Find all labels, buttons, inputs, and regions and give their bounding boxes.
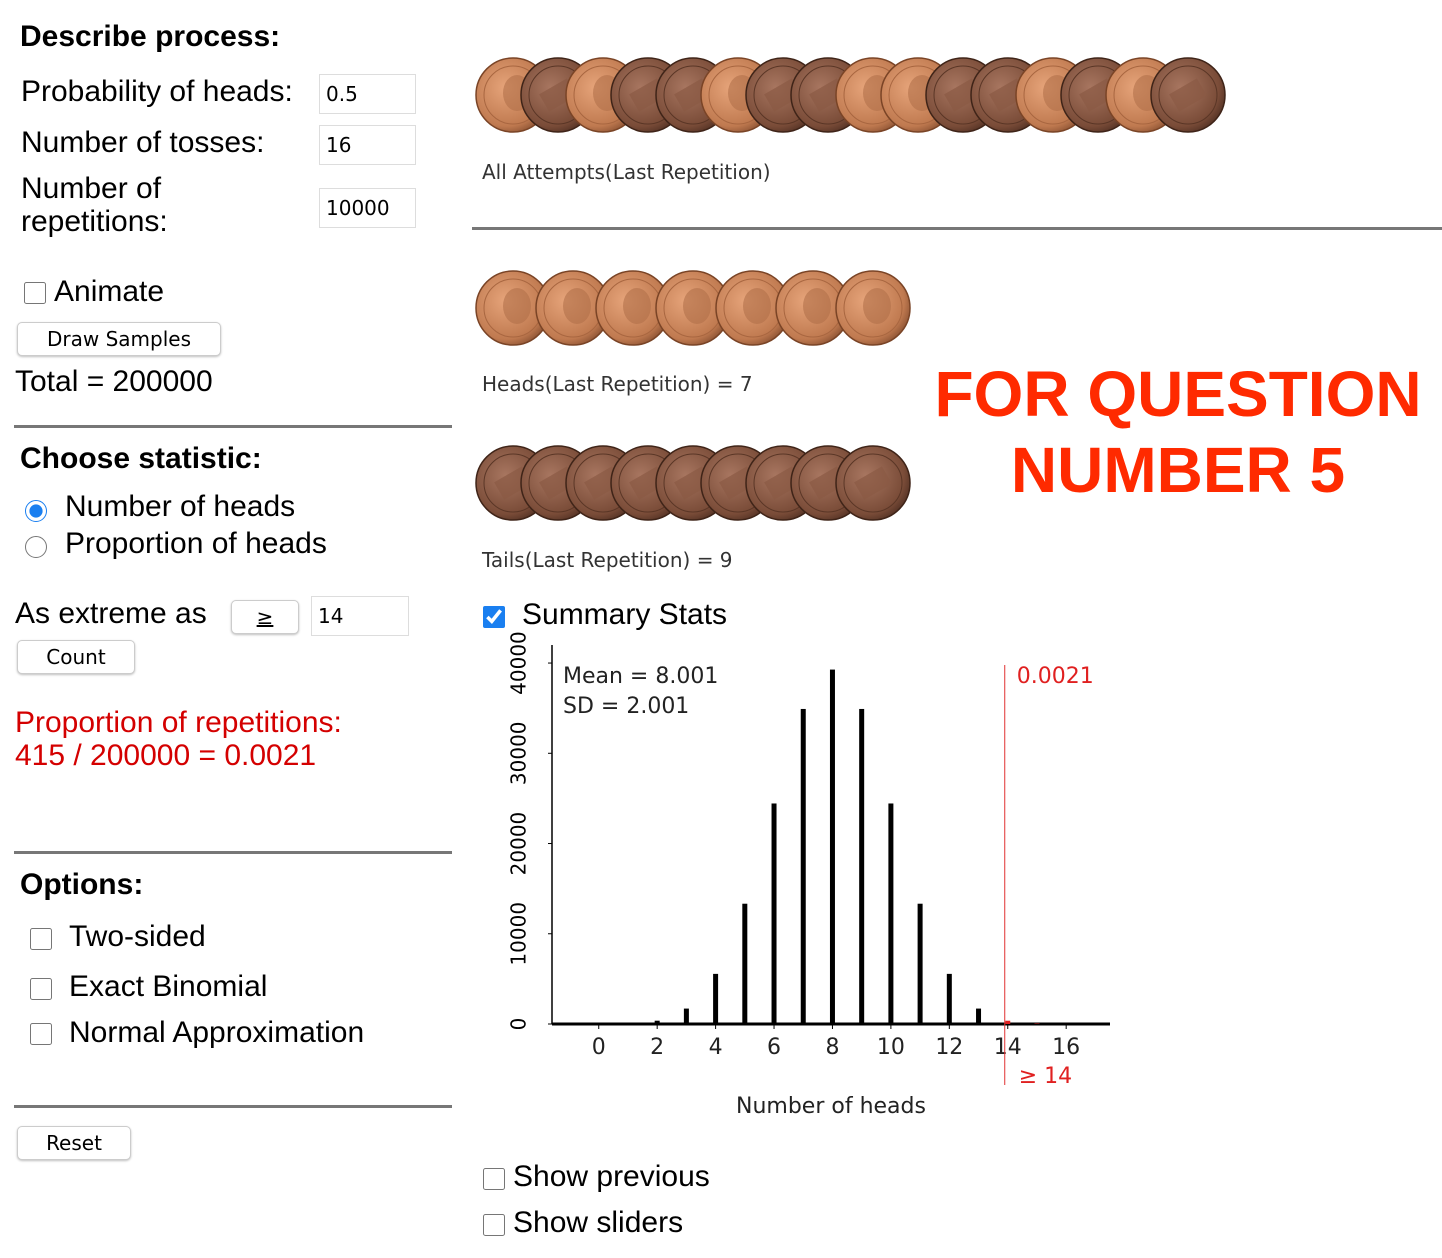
x-tick-label: 10 [877, 1035, 905, 1060]
checkbox-label: Animate [54, 275, 165, 308]
mean-text: Mean = 8.001 [563, 664, 718, 689]
button[interactable]: Draw Samples [17, 322, 221, 356]
bar [800, 708, 806, 1024]
checkbox-label: Show sliders [513, 1206, 684, 1239]
heads-coins [475, 270, 911, 346]
divider [14, 425, 452, 428]
caption: Tails(Last Repetition) = 9 [482, 548, 733, 572]
checkbox[interactable] [30, 978, 52, 1000]
field-input[interactable] [319, 188, 416, 228]
checkbox[interactable] [483, 1214, 505, 1236]
all-coins [475, 57, 1226, 133]
caption: Heads(Last Repetition) = 7 [482, 372, 753, 396]
x-tick-label: 12 [935, 1035, 963, 1060]
bar [771, 803, 777, 1024]
bar [742, 903, 748, 1024]
button[interactable]: Reset [17, 1126, 131, 1160]
bar [946, 973, 952, 1024]
radio[interactable] [25, 500, 47, 522]
radio[interactable] [25, 536, 47, 558]
chart: 0 10000 20000 30000 40000 0 2 4 6 8 10 12 14 16 0.0021… [507, 631, 1110, 1119]
checkbox[interactable] [30, 1023, 52, 1045]
bar [888, 803, 894, 1024]
checkbox[interactable] [30, 928, 52, 950]
radio-label: Proportion of heads [65, 527, 327, 560]
caption: All Attempts(Last Repetition) [482, 160, 771, 184]
tails-coins [475, 445, 911, 521]
button[interactable]: Count [17, 640, 135, 674]
x-axis-label: Number of heads [736, 1094, 926, 1119]
bar [976, 1008, 982, 1024]
checkbox-label: Two-sided [69, 920, 206, 953]
checkbox[interactable] [483, 606, 505, 628]
y-tick-label: 20000 [507, 812, 531, 876]
result: 415 / 200000 = 0.0021 [15, 739, 317, 772]
checkbox-label: Show previous [513, 1160, 710, 1193]
bar [1005, 1020, 1011, 1024]
bar [713, 973, 719, 1024]
banner: FOR QUESTION NUMBER 5 [934, 358, 1422, 506]
checkbox[interactable] [24, 282, 46, 304]
heading: Describe process: [20, 20, 281, 53]
checkbox[interactable] [483, 1168, 505, 1190]
total: Total = 200000 [15, 365, 213, 398]
x-tick-label: 6 [767, 1035, 781, 1060]
divider [14, 851, 452, 854]
checkbox-label: Summary Stats [522, 598, 728, 631]
bar [859, 708, 865, 1024]
extreme-label: As extreme as [15, 597, 207, 630]
field-label: Number of repetitions: [21, 172, 168, 238]
y-tick-label: 0 [507, 1018, 531, 1031]
threshold-label: ≥ 14 [1019, 1064, 1072, 1089]
sd-text: SD = 2.001 [563, 694, 689, 719]
y-tick-label: 30000 [507, 721, 531, 785]
x-tick-label: 8 [825, 1035, 839, 1060]
heading: Choose statistic: [20, 442, 262, 475]
bar [829, 669, 835, 1024]
x-tick-label: 14 [994, 1035, 1022, 1060]
extreme-input[interactable] [311, 596, 409, 636]
tail-proportion: 0.0021 [1017, 664, 1094, 689]
field-input[interactable] [319, 125, 416, 165]
bar [654, 1020, 660, 1024]
result-title: Proportion of repetitions: [15, 706, 342, 739]
x-tick-label: 2 [650, 1035, 664, 1060]
direction-button[interactable]: ≥ [231, 600, 299, 634]
bar [683, 1008, 689, 1024]
x-tick-label: 4 [709, 1035, 723, 1060]
x-tick-label: 16 [1052, 1035, 1080, 1060]
divider [472, 227, 1442, 230]
x-tick-label: 0 [592, 1035, 606, 1060]
y-tick-label: 10000 [507, 902, 531, 966]
y-tick-label: 40000 [507, 631, 531, 695]
checkbox-label: Exact Binomial [69, 970, 268, 1003]
divider [14, 1105, 452, 1108]
field-input[interactable] [319, 74, 416, 114]
heading: Options: [20, 868, 144, 901]
checkbox-label: Normal Approximation [69, 1016, 365, 1049]
bar [917, 903, 923, 1024]
field-label: Probability of heads: [21, 75, 293, 108]
field-label: Number of tosses: [21, 126, 265, 159]
radio-label: Number of heads [65, 490, 296, 523]
